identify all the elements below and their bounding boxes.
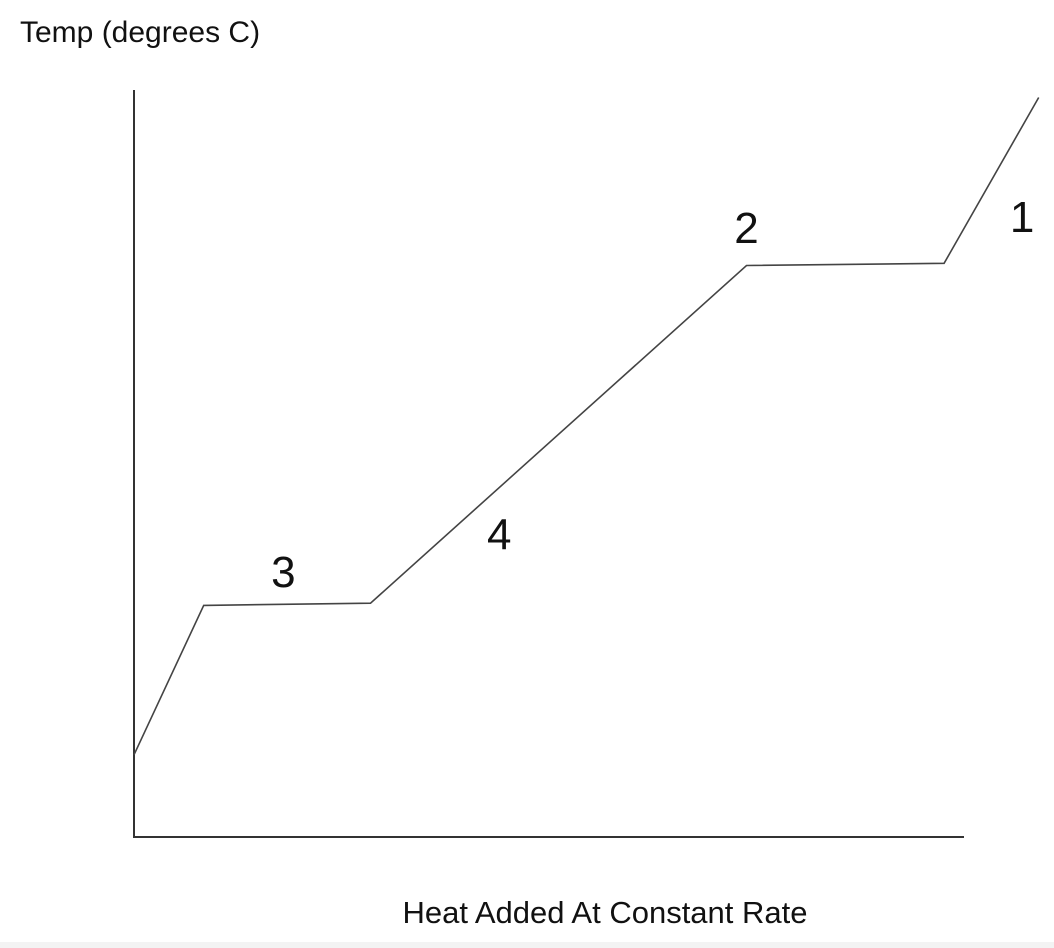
heating-curve-line xyxy=(133,97,1040,756)
segment-label-2: 2 xyxy=(734,204,758,253)
segment-label-1: 1 xyxy=(1010,193,1034,242)
segment-label-4: 4 xyxy=(487,511,511,560)
segment-labels: 1 2 3 4 xyxy=(271,193,1034,597)
bottom-strip xyxy=(0,942,1054,948)
heating-curve-series xyxy=(133,97,1040,756)
x-axis-label: Heat Added At Constant Rate xyxy=(403,895,808,930)
y-axis-label: Temp (degrees C) xyxy=(20,16,260,49)
segment-label-3: 3 xyxy=(271,548,295,597)
